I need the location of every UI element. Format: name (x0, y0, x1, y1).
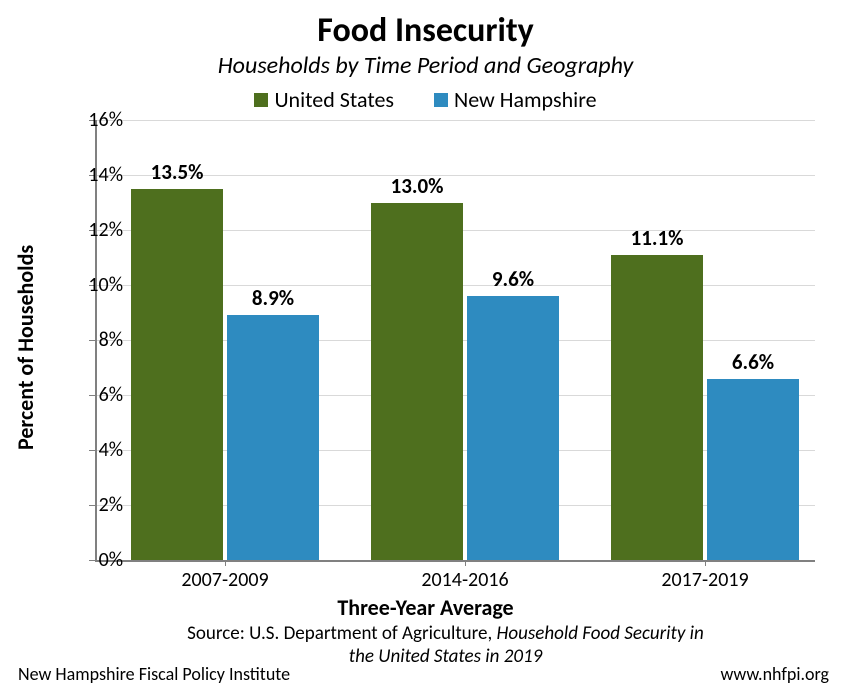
bar-value-label: 13.0% (391, 173, 444, 199)
legend-swatch-us (254, 93, 268, 107)
bar-value-label: 8.9% (252, 285, 294, 311)
y-axis-label: Percent of Households (12, 245, 39, 450)
footer-org: New Hampshire Fiscal Policy Institute (18, 663, 290, 685)
bar-us: 13.0% (371, 203, 463, 561)
x-axis-line (95, 560, 815, 562)
bar-value-label: 13.5% (151, 159, 204, 185)
y-tick-label: 10% (88, 273, 123, 297)
plot-area: 13.5%8.9%13.0%9.6%11.1%6.6% (95, 120, 815, 560)
x-tick-mark (225, 560, 226, 566)
y-tick-label: 16% (88, 108, 123, 132)
bar-group: 11.1%6.6% (611, 255, 799, 560)
y-tick-label: 12% (88, 218, 123, 242)
x-tick-label: 2014-2016 (421, 568, 508, 592)
legend-item-nh: New Hampshire (434, 86, 597, 113)
source-text: Source: U.S. Department of Agriculture, … (20, 622, 851, 668)
x-tick-mark (465, 560, 466, 566)
x-tick-label: 2007-2009 (181, 568, 268, 592)
source-italic-2: the United States in 2019 (349, 645, 542, 668)
chart-subtitle: Households by Time Period and Geography (20, 51, 831, 80)
x-axis-label: Three-Year Average (0, 594, 851, 621)
bar-us: 13.5% (131, 189, 223, 560)
y-tick-label: 14% (88, 163, 123, 187)
bar-group: 13.0%9.6% (371, 203, 559, 561)
bar-value-label: 11.1% (631, 225, 684, 251)
bar-nh: 9.6% (467, 296, 559, 560)
legend-label-nh: New Hampshire (454, 86, 597, 113)
grid-line (95, 120, 815, 121)
y-tick-label: 8% (99, 328, 123, 352)
bar-value-label: 9.6% (492, 266, 534, 292)
x-tick-label: 2017-2019 (661, 568, 748, 592)
source-plain: Source: U.S. Department of Agriculture, (187, 622, 496, 645)
chart-title: Food Insecurity (20, 10, 831, 51)
source-italic-1: Household Food Security in (497, 622, 704, 645)
bar-nh: 6.6% (707, 379, 799, 561)
y-tick-label: 6% (99, 383, 123, 407)
bar-us: 11.1% (611, 255, 703, 560)
legend-item-us: United States (254, 86, 394, 113)
legend-swatch-nh (434, 93, 448, 107)
chart-container: Food Insecurity Households by Time Perio… (0, 0, 851, 697)
x-tick-mark (705, 560, 706, 566)
y-tick-label: 4% (99, 438, 123, 462)
bar-value-label: 6.6% (732, 349, 774, 375)
y-tick-label: 0% (99, 548, 123, 572)
legend: United States New Hampshire (20, 86, 831, 113)
y-tick-label: 2% (99, 493, 123, 517)
footer-url: www.nhfpi.org (720, 663, 829, 685)
legend-label-us: United States (274, 86, 394, 113)
bar-nh: 8.9% (227, 315, 319, 560)
bar-group: 13.5%8.9% (131, 189, 319, 560)
